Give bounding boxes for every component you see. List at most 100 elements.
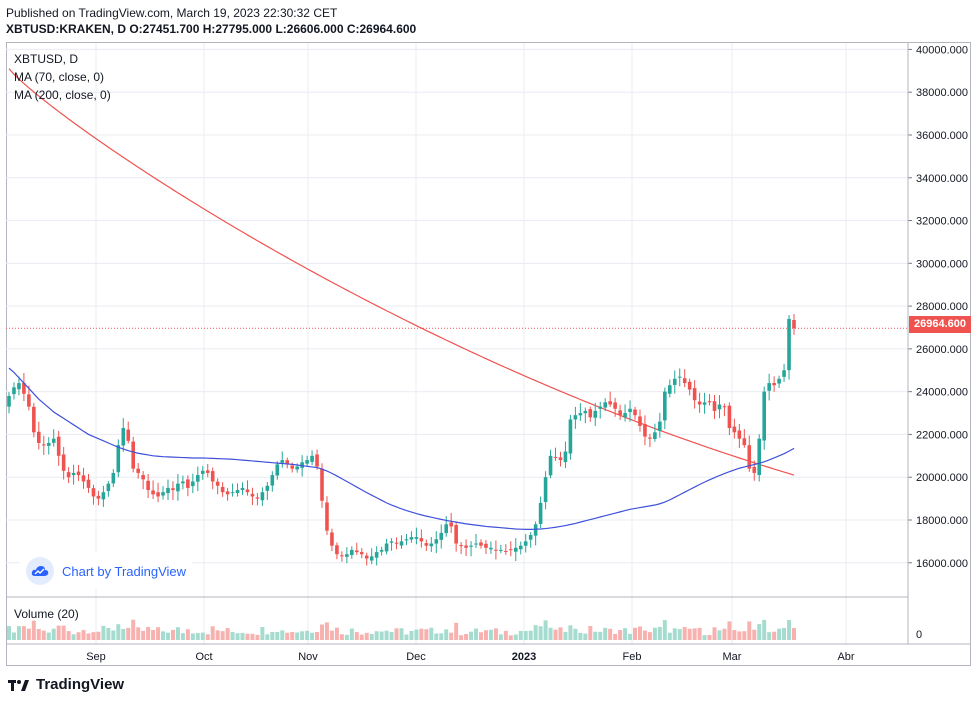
candle-body bbox=[215, 481, 220, 486]
candle-body bbox=[32, 406, 36, 433]
volume-bar bbox=[404, 634, 409, 640]
volume-bar bbox=[439, 633, 444, 640]
volume-bar bbox=[618, 629, 623, 640]
volume-bar bbox=[528, 630, 533, 640]
candle-body bbox=[91, 488, 96, 497]
volume-bar bbox=[11, 632, 16, 640]
volume-bar bbox=[175, 627, 180, 640]
candle-body bbox=[101, 492, 106, 500]
y-tick-label: 34000.000 bbox=[916, 173, 968, 185]
y-tick-label: 40000.000 bbox=[916, 44, 968, 56]
candle-body bbox=[548, 455, 553, 476]
candle-body bbox=[578, 413, 583, 416]
candle-body bbox=[7, 395, 11, 407]
candle-body bbox=[116, 445, 121, 473]
volume-bar bbox=[667, 632, 672, 640]
legend-volume: Volume (20) bbox=[14, 607, 79, 621]
volume-bar bbox=[792, 628, 796, 640]
volume-bar bbox=[757, 624, 762, 640]
x-tick-label: Oct bbox=[195, 651, 212, 663]
candle-body bbox=[310, 455, 314, 462]
candle-body bbox=[653, 432, 657, 440]
candle-body bbox=[181, 481, 185, 484]
candle-body bbox=[131, 441, 136, 469]
volume-bar bbox=[344, 634, 349, 640]
candle-body bbox=[558, 457, 563, 461]
volume-bar bbox=[459, 635, 464, 640]
volume-bar bbox=[449, 632, 454, 640]
candle-body bbox=[146, 480, 150, 491]
volume-bar bbox=[384, 630, 389, 640]
y-tick-label: 22000.000 bbox=[916, 429, 968, 441]
chart-frame[interactable] bbox=[6, 42, 971, 666]
volume-bar bbox=[324, 622, 329, 640]
volume-bar bbox=[334, 627, 339, 640]
tradingview-logo[interactable]: TradingView bbox=[8, 676, 124, 693]
volume-bar bbox=[727, 621, 732, 640]
ma70-line bbox=[8, 367, 795, 531]
candle-body bbox=[156, 492, 160, 497]
volume-bar bbox=[553, 629, 558, 640]
x-tick-label: Mar bbox=[723, 651, 742, 663]
candle-body bbox=[111, 472, 116, 484]
volume-bar bbox=[687, 628, 692, 640]
last-price-tag: 26964.600 bbox=[909, 316, 971, 333]
y-tick-label: 20000.000 bbox=[916, 472, 968, 484]
volume-bar bbox=[190, 633, 195, 640]
volume-bar bbox=[573, 628, 578, 640]
candle-body bbox=[171, 488, 175, 491]
volume-bar bbox=[419, 628, 424, 640]
candle-body bbox=[275, 464, 280, 476]
candle-body bbox=[210, 471, 215, 482]
volume-bar bbox=[200, 632, 205, 640]
candle-body bbox=[553, 457, 558, 459]
volume-bar bbox=[642, 630, 647, 640]
candle-body bbox=[121, 428, 126, 446]
candle-body bbox=[543, 477, 548, 502]
candle-body bbox=[702, 402, 707, 405]
volume-bar bbox=[215, 630, 220, 640]
candle-body bbox=[489, 547, 493, 550]
candle-body bbox=[295, 466, 299, 470]
candle-body bbox=[51, 438, 56, 443]
candle-body bbox=[608, 401, 612, 405]
volume-bar bbox=[464, 633, 469, 640]
volume-bar bbox=[623, 628, 628, 640]
volume-bar bbox=[513, 634, 518, 640]
volume-bar bbox=[280, 630, 285, 640]
candle-body bbox=[41, 444, 46, 446]
volume-bar bbox=[399, 628, 404, 640]
candle-body bbox=[379, 549, 384, 552]
volume-bar bbox=[61, 625, 66, 640]
candle-body bbox=[96, 495, 101, 499]
candle-body bbox=[369, 556, 374, 561]
volume-bar bbox=[628, 633, 633, 640]
volume-bar bbox=[66, 631, 71, 640]
volume-bar bbox=[523, 631, 528, 640]
volume-bar bbox=[657, 626, 662, 640]
volume-bar bbox=[16, 626, 21, 640]
volume-bar bbox=[409, 631, 414, 640]
volume-bar bbox=[637, 626, 642, 640]
candle-body bbox=[384, 543, 389, 552]
x-axis: Sep Oct Nov Dec 2023 Feb Mar Abr bbox=[6, 643, 971, 663]
candle-body bbox=[200, 470, 205, 474]
y-tick-label: 32000.000 bbox=[916, 216, 968, 228]
candle-body bbox=[245, 489, 250, 493]
candle-body bbox=[533, 524, 538, 536]
tradingview-watermark[interactable]: Chart by TradingView bbox=[20, 553, 193, 589]
volume-bar bbox=[454, 622, 459, 640]
candle-body bbox=[340, 555, 344, 557]
candle-body bbox=[389, 541, 394, 543]
candle-body bbox=[464, 545, 468, 548]
volume-bar bbox=[170, 629, 175, 640]
x-tick-label: Dec bbox=[406, 651, 426, 663]
candle-body bbox=[742, 438, 747, 446]
volume-bar bbox=[374, 631, 379, 640]
ma70-layer bbox=[8, 367, 795, 531]
volume-bar bbox=[588, 625, 593, 640]
candle-body bbox=[682, 378, 687, 384]
candle-body bbox=[359, 552, 364, 555]
candle-body bbox=[235, 490, 240, 494]
